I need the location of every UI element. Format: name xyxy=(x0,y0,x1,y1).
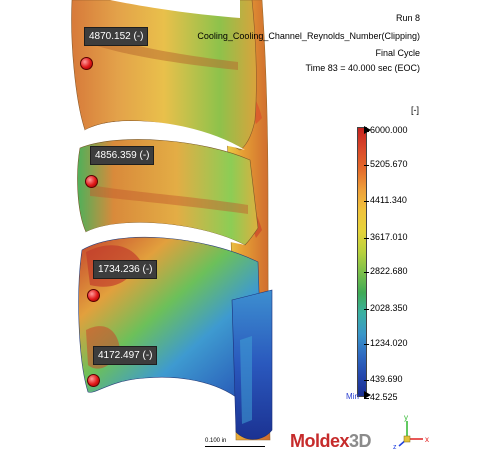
ring-gap-1 xyxy=(85,120,245,150)
time-label: Time 83 = 40.000 sec (EOC) xyxy=(305,63,420,73)
legend-tick: 1234.020 xyxy=(364,338,408,348)
probe-value-3[interactable]: 1734.236 (-) xyxy=(93,260,158,279)
ring-hole-1 xyxy=(110,0,240,18)
legend-tick: 2028.350 xyxy=(364,303,408,313)
legend-unit: [-] xyxy=(411,105,419,115)
run-title: Run 8 xyxy=(395,13,420,23)
legend-tick: 6000.000 xyxy=(364,125,408,135)
probe-marker-2[interactable] xyxy=(85,175,98,188)
triad-y-label: y xyxy=(404,413,408,422)
column-highlight xyxy=(240,336,252,424)
probe-value-4[interactable]: 4172.497 (-) xyxy=(93,346,158,365)
legend-tick: 2822.680 xyxy=(364,266,408,276)
axis-triad-icon[interactable]: y x z xyxy=(393,413,433,449)
cycle-label: Final Cycle xyxy=(375,48,420,58)
legend-tick: 5205.670 xyxy=(364,159,408,169)
result-quantity: Cooling_Cooling_Channel_Reynolds_Number(… xyxy=(197,31,420,41)
ring-shadow-2 xyxy=(90,185,248,214)
brand-name: Moldex xyxy=(290,431,350,451)
brand-logo: Moldex3D xyxy=(290,431,372,452)
legend-tick: 42.525 xyxy=(364,392,398,402)
legend-tick: 3617.010 xyxy=(364,232,408,242)
legend-tick: 439.690 xyxy=(364,374,403,384)
min-marker-icon xyxy=(364,391,371,399)
brand-suffix: 3D xyxy=(349,431,372,451)
triad-z-label: z xyxy=(393,444,397,449)
ring-gap-2 xyxy=(86,222,245,250)
triad-x-label: x xyxy=(425,435,429,444)
ring-shadow-1 xyxy=(86,30,238,70)
probe-marker-1[interactable] xyxy=(80,57,93,70)
probe-marker-4[interactable] xyxy=(87,374,100,387)
legend-tick: 4411.340 xyxy=(364,195,407,205)
scale-bar xyxy=(205,446,265,447)
probe-marker-3[interactable] xyxy=(87,289,100,302)
max-marker-icon xyxy=(364,126,371,134)
probe-value-2[interactable]: 4856.359 (-) xyxy=(90,146,155,165)
color-legend-bar[interactable] xyxy=(357,127,367,397)
probe-value-1[interactable]: 4870.152 (-) xyxy=(84,27,149,46)
legend-min-label: Min xyxy=(346,392,359,401)
scale-label: 0.100 in xyxy=(205,438,227,444)
